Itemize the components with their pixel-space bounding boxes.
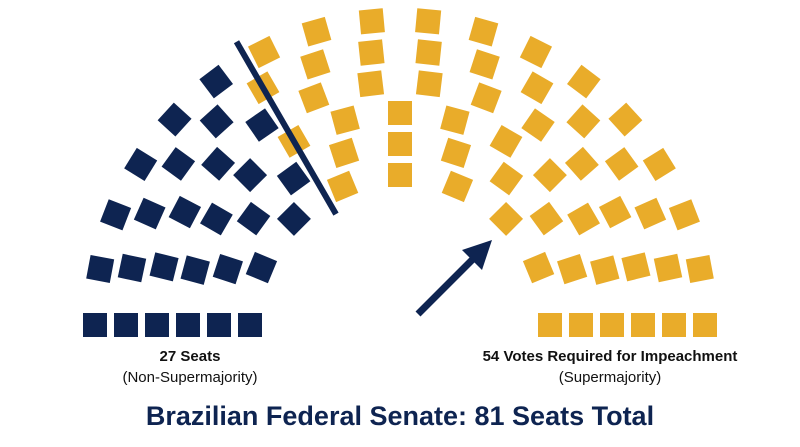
seat — [468, 16, 499, 47]
seat — [180, 255, 210, 285]
seats — [83, 8, 717, 337]
seat — [245, 251, 278, 284]
seat — [469, 49, 500, 80]
seat — [236, 201, 271, 236]
seat — [415, 8, 442, 35]
seat — [693, 313, 717, 337]
seat — [200, 202, 233, 236]
seat — [207, 313, 231, 337]
seat — [276, 161, 311, 196]
seat — [566, 104, 601, 139]
seat — [133, 197, 166, 230]
seat — [358, 8, 385, 35]
seat — [201, 146, 236, 181]
seat — [489, 125, 523, 158]
seat — [168, 195, 202, 229]
seat — [176, 313, 200, 337]
seat — [415, 39, 442, 66]
legend-note: (Non-Supermajority) — [122, 369, 257, 386]
seat — [145, 313, 169, 337]
seat — [522, 251, 555, 284]
seat — [567, 202, 600, 236]
seat — [388, 101, 412, 125]
seat — [298, 82, 330, 114]
seat — [529, 201, 564, 236]
seat — [300, 49, 331, 80]
divider — [233, 40, 339, 216]
seat — [489, 201, 524, 236]
arrow-shaft — [415, 251, 481, 317]
seat — [532, 158, 567, 193]
seat — [557, 253, 588, 285]
seat — [199, 104, 234, 139]
chart-title: Brazilian Federal Senate: 81 Seats Total — [146, 401, 654, 431]
seat — [653, 253, 683, 283]
seat — [358, 39, 385, 66]
seat — [600, 313, 624, 337]
seat — [388, 163, 412, 187]
seat — [520, 71, 554, 105]
seat — [301, 16, 332, 47]
seat — [326, 170, 359, 203]
seat — [519, 35, 553, 69]
seat — [415, 70, 443, 98]
legend-note: (Supermajority) — [559, 369, 662, 386]
seat — [161, 147, 196, 181]
seat — [631, 313, 655, 337]
seat — [608, 102, 643, 137]
seat — [538, 313, 562, 337]
seat — [564, 146, 599, 181]
seat — [357, 70, 385, 98]
seat — [634, 197, 667, 230]
seat — [598, 195, 632, 229]
legend-label: 54 Votes Required for Impeachment — [483, 348, 738, 365]
seat — [100, 199, 132, 231]
seat — [83, 313, 107, 337]
seat — [86, 254, 115, 283]
seat — [521, 108, 555, 142]
seat — [117, 253, 147, 283]
seat — [440, 105, 470, 135]
seat — [668, 199, 700, 231]
seat — [199, 64, 234, 99]
seat — [247, 35, 281, 69]
seat — [328, 137, 360, 168]
seat — [685, 254, 714, 283]
seat — [238, 313, 262, 337]
seat — [149, 252, 179, 282]
seat — [330, 105, 360, 135]
seat — [569, 313, 593, 337]
seat — [566, 64, 601, 99]
seat — [245, 108, 279, 142]
seat — [642, 147, 676, 181]
arrow-head — [462, 240, 492, 270]
seat — [388, 132, 412, 156]
seat — [489, 161, 524, 196]
seat — [621, 252, 651, 282]
seat — [590, 255, 620, 285]
seat — [124, 147, 158, 181]
seat — [212, 253, 243, 285]
legend-label: 27 Seats — [160, 348, 221, 365]
seat — [157, 102, 192, 137]
seat — [662, 313, 686, 337]
seat — [440, 137, 472, 168]
seat — [276, 201, 311, 236]
seat — [441, 170, 474, 203]
seat — [114, 313, 138, 337]
seat — [604, 147, 639, 181]
seat — [233, 158, 268, 193]
seat — [470, 82, 502, 114]
